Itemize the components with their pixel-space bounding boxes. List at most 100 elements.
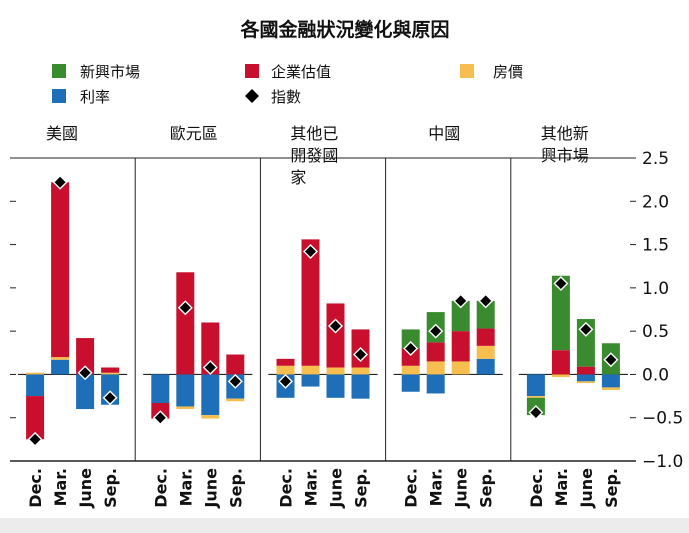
bottom-band xyxy=(0,518,689,533)
legend-diamond-index xyxy=(245,89,259,103)
bar-segment-house xyxy=(26,372,45,375)
x-tick-label: Dec. xyxy=(402,468,421,508)
x-tick-label: June xyxy=(201,468,220,509)
bar-segment-equity xyxy=(176,272,195,375)
index-marker xyxy=(553,276,569,292)
x-tick-label: Sep. xyxy=(352,468,371,508)
index-marker xyxy=(478,293,494,309)
bar-segment-rates xyxy=(326,374,345,398)
bar-segment-rates xyxy=(401,374,420,392)
bar-segment-house xyxy=(351,367,370,375)
index-marker xyxy=(52,174,68,190)
bar-segment-rates xyxy=(176,374,195,407)
legend-label-house: 房價 xyxy=(493,63,523,81)
bar-segment-equity xyxy=(551,350,570,375)
legend-label-equity: 企業估值 xyxy=(271,63,331,81)
y-tick-label: 0.5 xyxy=(642,322,669,342)
bar-segment-equity xyxy=(476,328,495,346)
bar-segment-house xyxy=(601,387,620,391)
x-tick-label: June xyxy=(76,468,95,509)
index-marker xyxy=(603,352,619,368)
bar-segment-rates xyxy=(26,374,45,397)
x-tick-label: Dec. xyxy=(26,468,45,508)
bar-segment-house xyxy=(101,372,120,375)
x-tick-label: Mar. xyxy=(51,468,70,506)
bar-segment-emerging xyxy=(476,300,495,329)
panel-title: 其他新 xyxy=(541,124,589,143)
x-tick-label: Sep. xyxy=(226,468,245,508)
bar-segment-house xyxy=(51,357,70,360)
x-tick-label: June xyxy=(577,468,596,509)
index-marker xyxy=(353,347,368,363)
bar-segment-rates xyxy=(151,374,170,403)
bar-segment-emerging xyxy=(451,300,470,332)
y-tick-label: −0.5 xyxy=(642,409,683,429)
index-marker xyxy=(428,323,444,339)
x-tick-label: June xyxy=(452,468,471,509)
y-tick-label: 2.5 xyxy=(642,149,669,169)
bar-segment-rates xyxy=(426,374,445,394)
bar-segment-house xyxy=(426,361,445,375)
bar-segment-house xyxy=(401,365,420,375)
legend-swatch-rates xyxy=(52,89,66,103)
bar-segment-rates xyxy=(351,374,370,399)
x-tick-label: Mar. xyxy=(302,468,321,506)
bar-segment-equity xyxy=(301,239,320,366)
bar-segment-house xyxy=(576,381,595,384)
bar-segment-equity xyxy=(226,354,245,375)
panel-title: 開發國 xyxy=(290,146,338,165)
bar-segment-equity xyxy=(451,331,470,362)
panel-title: 興市場 xyxy=(541,146,589,165)
bar-segment-equity xyxy=(426,342,445,362)
bar-segment-equity xyxy=(76,338,95,375)
bar-segment-house xyxy=(476,345,495,359)
index-marker xyxy=(27,431,43,447)
index-marker xyxy=(578,321,594,337)
bar-segment-rates xyxy=(526,374,545,397)
x-tick-label: Mar. xyxy=(176,468,195,506)
bar-segment-rates xyxy=(476,358,495,375)
bar-segment-equity xyxy=(51,182,70,358)
bar-segment-house xyxy=(201,415,220,419)
bar-segment-equity xyxy=(101,367,120,373)
x-tick-label: Sep. xyxy=(602,468,621,508)
index-marker xyxy=(202,360,218,375)
chart-title: 各國金融狀況變化與原因 xyxy=(239,18,449,41)
legend-swatch-house xyxy=(460,64,474,78)
index-marker xyxy=(102,390,118,406)
y-tick-label: 0.0 xyxy=(642,365,669,385)
bar-segment-rates xyxy=(201,374,220,416)
index-marker xyxy=(152,410,168,426)
bar-segment-house xyxy=(451,361,470,375)
index-marker xyxy=(453,293,469,309)
legend-label-rates: 利率 xyxy=(80,88,110,106)
index-marker xyxy=(403,340,419,356)
index-marker xyxy=(177,300,193,316)
legend-swatch-emerging xyxy=(52,64,66,78)
panel-title: 中國 xyxy=(428,124,460,143)
x-tick-label: Dec. xyxy=(527,468,546,508)
bar-segment-house xyxy=(526,396,545,398)
bar-segment-rates xyxy=(76,374,95,410)
index-marker xyxy=(227,373,243,389)
bar-segment-rates xyxy=(576,374,595,382)
bar-segment-equity xyxy=(576,366,595,375)
bar-segment-house xyxy=(176,406,195,410)
index-marker xyxy=(303,244,318,259)
bar-segment-equity xyxy=(26,396,45,440)
y-tick-label: 1.0 xyxy=(642,279,669,299)
index-marker xyxy=(77,365,93,381)
bar-segment-rates xyxy=(601,374,620,388)
index-marker xyxy=(278,373,293,389)
x-tick-label: Sep. xyxy=(477,468,496,508)
bar-segment-equity xyxy=(201,322,220,375)
legend-swatch-equity xyxy=(245,64,259,78)
index-marker xyxy=(528,405,544,421)
bar-segment-rates xyxy=(51,359,70,375)
x-tick-label: Mar. xyxy=(427,468,446,506)
bar-segment-equity xyxy=(401,348,420,366)
panel-title: 美國 xyxy=(46,124,78,143)
plot-area: −1.0 −0.5 0.0 0.5 1.0 1.5 2.0 2.5 美國 Dec. Mar. June… xyxy=(10,124,683,509)
panel-title: 其他已 xyxy=(290,124,338,143)
legend-label-emerging: 新興市場 xyxy=(80,63,140,81)
